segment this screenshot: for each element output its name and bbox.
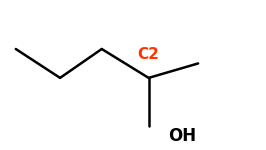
Text: C2: C2 [138, 47, 160, 62]
Text: OH: OH [168, 127, 197, 145]
